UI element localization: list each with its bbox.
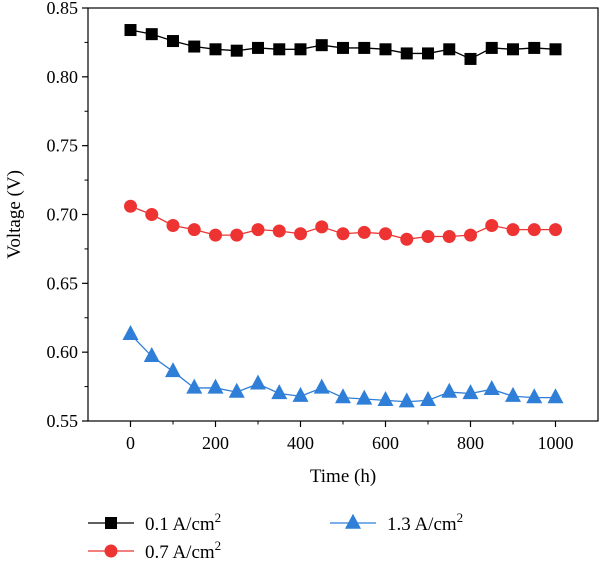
legend-marker (104, 544, 118, 558)
data-point (443, 43, 456, 56)
data-point (124, 199, 137, 213)
data-point (528, 41, 541, 54)
y-tick-label: 0.70 (47, 205, 79, 225)
plot-area-border (87, 7, 599, 422)
data-point (464, 228, 477, 242)
y-axis-title: Voltage (V) (4, 170, 25, 259)
legend-label: 0.7 A/cm2 (145, 538, 221, 563)
data-point (207, 378, 224, 394)
data-point (251, 223, 265, 237)
y-tick-label: 0.85 (47, 0, 79, 18)
legend-marker (345, 513, 361, 529)
y-tick-label: 0.60 (47, 342, 79, 362)
y-tick-label: 0.55 (47, 411, 79, 431)
data-point (335, 388, 351, 404)
data-point (422, 47, 434, 60)
data-point (357, 225, 371, 239)
data-point (315, 220, 329, 234)
data-point (188, 40, 201, 53)
data-point (485, 219, 499, 233)
data-point (377, 391, 394, 407)
data-point (505, 386, 521, 402)
legend-item: 1.3 A/cm2 (330, 510, 463, 535)
data-point (356, 389, 373, 405)
data-series (122, 24, 564, 408)
y-tick-label: 0.75 (47, 136, 79, 156)
data-point (122, 324, 139, 340)
data-point (400, 232, 414, 246)
data-point (145, 28, 158, 41)
plot-frame (87, 7, 599, 422)
data-point (167, 35, 179, 48)
series-3 (122, 324, 564, 408)
data-point (186, 378, 203, 394)
data-point (549, 43, 562, 56)
data-point (252, 41, 264, 54)
data-point (358, 41, 371, 54)
data-point (250, 374, 266, 390)
legend-marker (105, 517, 117, 529)
data-point (485, 41, 498, 54)
y-tick-label: 0.80 (47, 67, 79, 87)
data-point (547, 388, 564, 404)
series-1 (124, 24, 562, 65)
data-point (527, 223, 541, 237)
data-point (273, 43, 286, 56)
legend-item: 0.7 A/cm2 (88, 538, 221, 563)
data-point (421, 230, 435, 244)
data-point (294, 227, 307, 241)
data-point (292, 386, 309, 402)
data-point (526, 388, 543, 404)
data-point (228, 382, 245, 398)
y-tick-label: 0.65 (47, 273, 79, 293)
axis-ticks: 0 200 400 600 800 1000 0.55 0.60 0.65 0.70 0.75 0.8… (47, 0, 574, 453)
data-point (379, 43, 392, 56)
data-point (400, 47, 413, 60)
x-tick-label: 200 (202, 433, 229, 453)
data-point (336, 227, 350, 241)
x-tick-label: 1000 (538, 433, 574, 453)
data-point (124, 24, 137, 37)
data-point (442, 230, 456, 244)
data-point (379, 227, 392, 241)
legend-label: 1.3 A/cm2 (387, 510, 463, 535)
x-axis-title: Time (h) (310, 466, 376, 487)
data-point (209, 228, 222, 242)
data-point (441, 382, 458, 398)
data-point (507, 43, 519, 56)
data-point (230, 228, 244, 242)
x-tick-label: 600 (372, 433, 399, 453)
data-point (143, 346, 160, 362)
data-point (464, 52, 477, 65)
data-point (420, 391, 436, 407)
data-point (165, 362, 181, 378)
data-point (315, 39, 328, 52)
data-point (506, 223, 520, 237)
legend: 0.1 A/cm2 0.7 A/cm2 1.3 A/cm2 (88, 510, 463, 563)
data-point (272, 224, 286, 238)
x-tick-label: 0 (126, 433, 135, 453)
data-point (209, 43, 222, 56)
x-tick-label: 400 (287, 433, 314, 453)
data-point (166, 219, 180, 233)
data-point (337, 41, 349, 54)
x-tick-label: 800 (457, 433, 484, 453)
legend-label: 0.1 A/cm2 (145, 510, 221, 535)
data-point (187, 223, 201, 237)
data-point (313, 378, 330, 394)
data-point (294, 43, 307, 56)
data-point (145, 208, 159, 221)
series-2 (124, 199, 562, 246)
data-point (271, 384, 288, 400)
legend-item: 0.1 A/cm2 (88, 510, 221, 535)
data-point (483, 380, 500, 396)
data-point (398, 392, 415, 408)
data-point (462, 384, 479, 400)
data-point (230, 44, 243, 57)
data-point (549, 223, 562, 237)
